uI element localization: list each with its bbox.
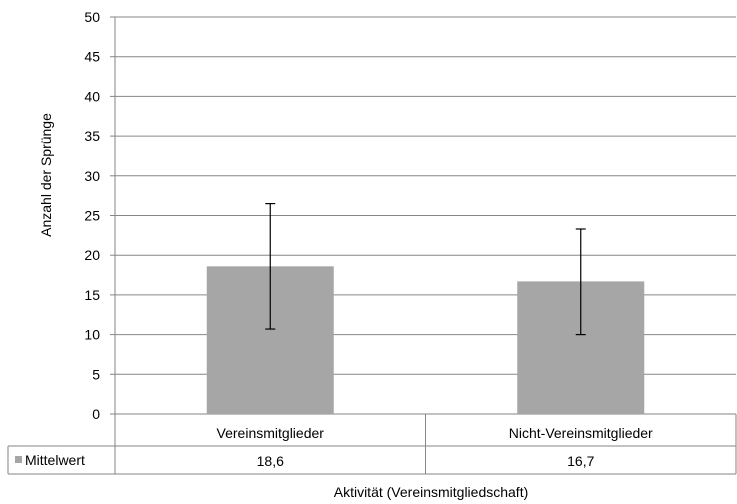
y-tick-label: 35 [84,128,100,144]
category-label: Vereinsmitglieder [217,425,325,441]
y-tick-label: 40 [84,88,100,104]
error-bars [265,202,586,336]
y-tick-label: 0 [92,406,100,422]
data-table-value: 16,7 [567,453,594,469]
y-tick-label: 25 [84,208,100,224]
bars [206,266,645,414]
legend-series-name: Mittelwert [25,452,85,468]
y-axis-label: Anzahl der Sprünge [38,113,54,237]
y-tick-label: 30 [84,168,100,184]
data-table: Vereinsmitglieder 18,6 Nicht-Vereinsmitgli… [7,414,737,475]
x-axis-label: Aktivität (Vereinsmitgliedschaft) [334,484,529,500]
y-tick-label: 5 [92,366,100,382]
y-tick-label: 50 [84,9,100,25]
category-label: Nicht-Vereinsmitglieder [509,425,653,441]
y-tick-label: 10 [84,327,100,343]
y-axis-ticks: 0 5 10 15 20 25 30 35 40 45 50 [84,9,115,422]
y-tick-label: 45 [84,49,100,65]
y-tick-label: 20 [84,247,100,263]
legend-swatch [15,456,22,463]
y-tick-label: 15 [84,287,100,303]
data-table-value: 18,6 [257,453,284,469]
